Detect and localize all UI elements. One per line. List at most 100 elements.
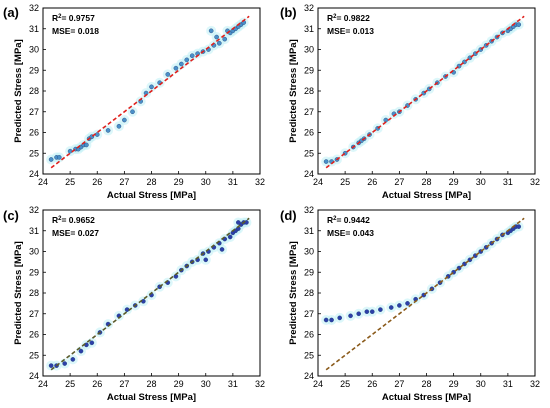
data-point — [208, 28, 214, 34]
y-tick-label: 31 — [304, 226, 314, 236]
y-axis-title: Predicted Stress [MPa] — [13, 241, 24, 344]
y-tick-label: 24 — [304, 169, 314, 179]
data-point — [217, 40, 222, 46]
mse-annotation: MSE= 0.013 — [327, 26, 374, 36]
x-tick-label: 29 — [174, 379, 184, 389]
y-tick-label: 28 — [29, 288, 39, 298]
data-point — [397, 303, 402, 308]
chart-panel-2: (b) 24 25 26 27 28 29 30 31 32 24 25 26 27 28 29 30 31 32 A… — [280, 3, 540, 201]
data-point — [222, 36, 228, 42]
x-tick-label: 32 — [530, 379, 540, 389]
x-tick-label: 24 — [38, 379, 48, 389]
r2-superscript: 2 — [58, 216, 62, 222]
data-point — [89, 340, 95, 346]
data-point — [323, 159, 329, 164]
x-axis-title: Actual Stress [MPa] — [107, 392, 196, 403]
y-tick-label: 26 — [29, 330, 39, 340]
mse-annotation: MSE= 0.043 — [327, 228, 374, 238]
data-point — [78, 348, 84, 354]
data-point — [165, 72, 171, 77]
x-tick-label: 32 — [530, 177, 540, 187]
x-tick-label: 24 — [313, 177, 323, 187]
reference-line — [50, 217, 250, 371]
x-tick-label: 26 — [92, 177, 102, 187]
r2-value: = 0.9822 — [336, 13, 370, 23]
x-tick-label: 27 — [119, 177, 129, 187]
x-axis-title: Actual Stress [MPa] — [382, 392, 471, 403]
y-tick-label: 30 — [304, 45, 314, 55]
data-point — [48, 157, 54, 162]
y-tick-label: 27 — [304, 107, 314, 117]
x-tick-label: 32 — [255, 379, 265, 389]
x-tick-label: 26 — [367, 379, 377, 389]
data-point — [173, 65, 179, 71]
data-point — [235, 220, 241, 225]
r2-annotation: R2= 0.9442 — [327, 215, 370, 225]
mse-annotation: MSE= 0.027 — [52, 228, 99, 238]
y-tick-label: 26 — [29, 128, 39, 138]
x-tick-label: 25 — [340, 379, 350, 389]
data-point — [84, 142, 89, 148]
data-point — [329, 317, 334, 323]
mse-annotation: MSE= 0.018 — [52, 26, 99, 36]
data-point — [219, 247, 225, 252]
y-tick-label: 32 — [29, 3, 39, 13]
data-point — [378, 307, 383, 312]
data-point — [70, 357, 76, 362]
x-tick-label: 30 — [476, 379, 486, 389]
data-point — [516, 22, 522, 27]
x-tick-label: 24 — [38, 177, 48, 187]
x-tick-label: 31 — [503, 379, 513, 389]
data-point — [189, 53, 195, 59]
y-tick-label: 32 — [29, 205, 39, 215]
panel-label: (b) — [280, 5, 297, 20]
x-axis-title: Actual Stress [MPa] — [107, 190, 196, 201]
data-point — [56, 155, 62, 160]
chart-panel-3: (c) 24 25 26 27 28 29 30 31 32 24 25 26 27 28 29 30 31 32 A… — [3, 205, 265, 403]
data-point — [323, 317, 329, 323]
y-tick-label: 30 — [304, 247, 314, 257]
x-tick-label: 27 — [394, 379, 404, 389]
y-tick-label: 29 — [29, 267, 39, 277]
reference-line — [325, 217, 525, 371]
x-tick-label: 30 — [476, 177, 486, 187]
r2-value: = 0.9757 — [61, 13, 95, 23]
y-tick-label: 29 — [304, 267, 314, 277]
x-tick-label: 27 — [119, 379, 129, 389]
y-tick-label: 31 — [304, 24, 314, 34]
r2-annotation: R2= 0.9757 — [52, 13, 95, 23]
x-tick-label: 26 — [367, 177, 377, 187]
x-tick-label: 26 — [92, 379, 102, 389]
y-axis-title: Predicted Stress [MPa] — [13, 39, 24, 142]
y-tick-label: 32 — [304, 205, 314, 215]
data-point — [405, 301, 410, 306]
data-point — [356, 311, 361, 317]
y-tick-label: 25 — [29, 350, 39, 360]
y-tick-label: 28 — [29, 86, 39, 96]
x-tick-label: 29 — [174, 177, 184, 187]
y-tick-label: 24 — [304, 371, 314, 381]
y-tick-label: 31 — [29, 24, 39, 34]
r2-prefix: R — [327, 215, 333, 225]
x-tick-label: 25 — [340, 177, 350, 187]
y-tick-label: 24 — [29, 371, 39, 381]
x-tick-label: 31 — [503, 177, 513, 187]
y-tick-label: 27 — [29, 107, 39, 117]
data-point — [149, 84, 154, 90]
r2-prefix: R — [52, 215, 58, 225]
r2-value: = 0.9442 — [336, 215, 370, 225]
r2-superscript: 2 — [333, 216, 337, 222]
chart-panel-4: (d) 24 25 26 27 28 29 30 31 32 24 25 26 27 28 29 30 31 32 A… — [280, 205, 540, 403]
y-tick-label: 25 — [29, 148, 39, 158]
data-point — [62, 361, 67, 366]
panel-label: (c) — [3, 208, 19, 223]
data-point — [369, 309, 375, 314]
panel-label: (d) — [280, 208, 297, 223]
y-tick-label: 29 — [304, 65, 314, 75]
y-tick-label: 32 — [304, 3, 314, 13]
data-point — [184, 57, 190, 63]
y-tick-label: 27 — [304, 309, 314, 319]
y-tick-label: 31 — [29, 226, 39, 236]
data-point — [122, 117, 127, 123]
